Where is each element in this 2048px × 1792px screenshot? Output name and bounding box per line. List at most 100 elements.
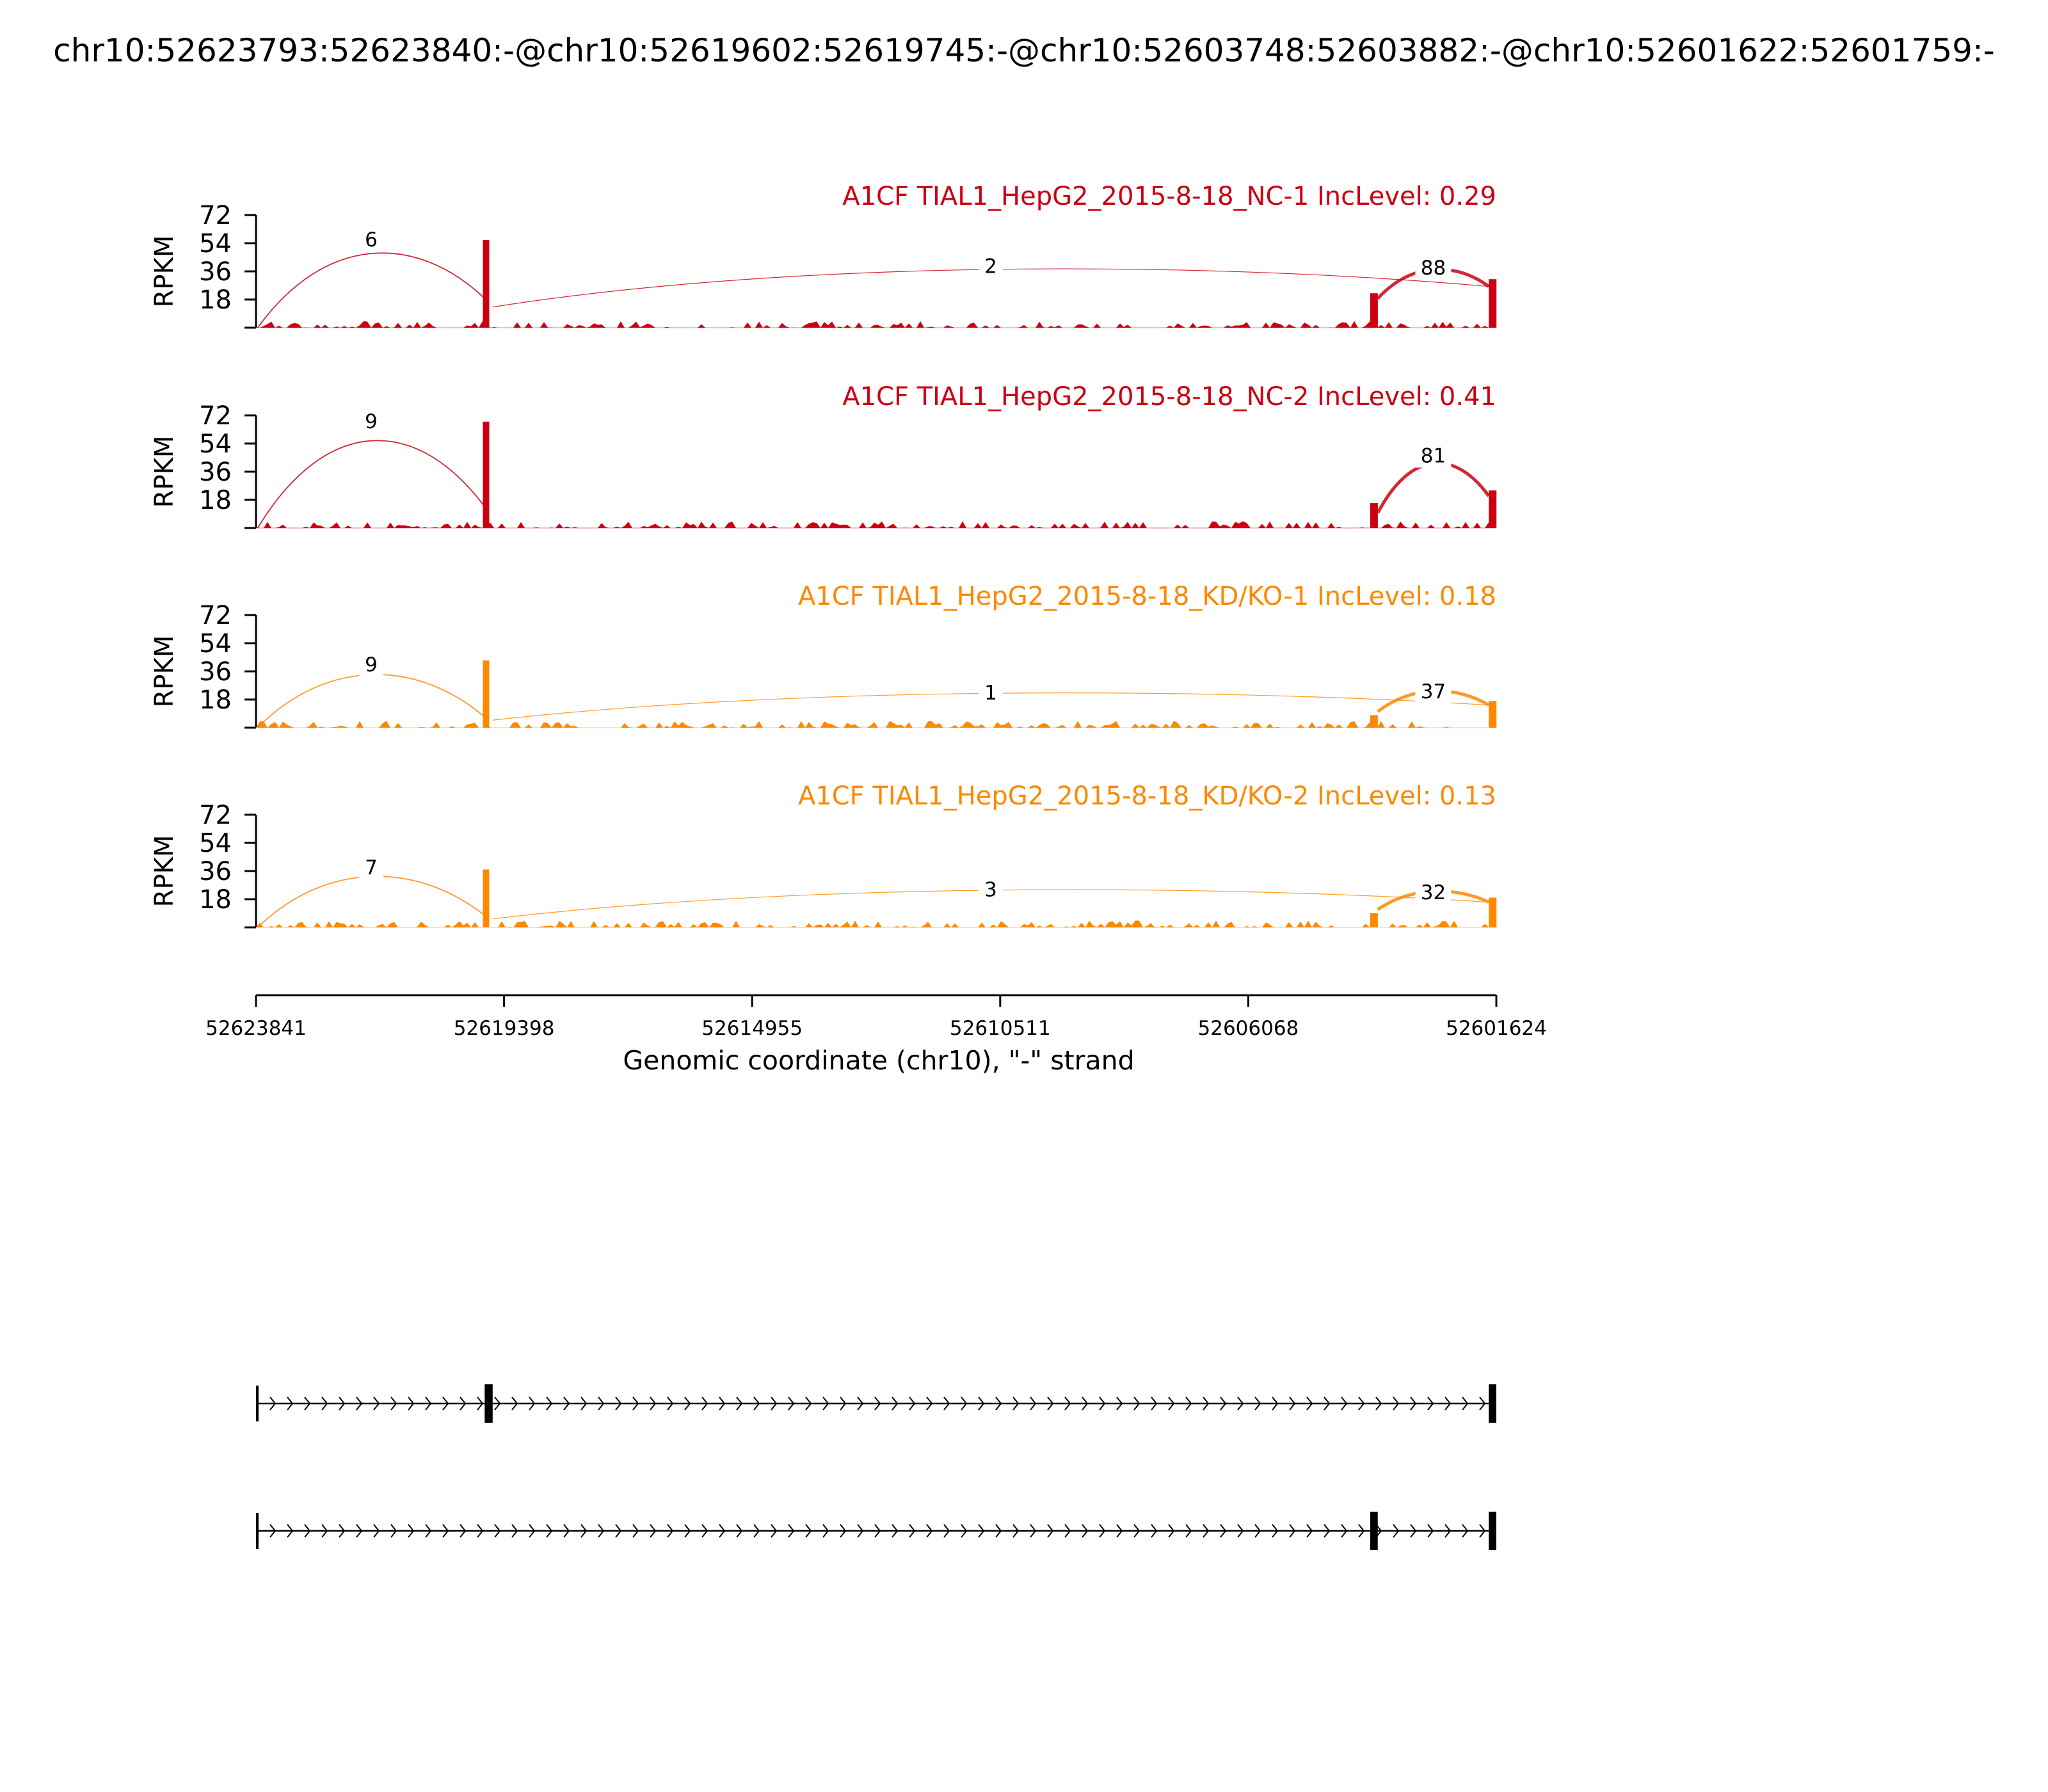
y-tick-label: 54: [199, 229, 232, 259]
junction-count-label: 88: [1421, 257, 1446, 280]
strand-arrow: [442, 1396, 449, 1411]
strand-arrow: [736, 1396, 743, 1411]
strand-arrow: [650, 1524, 657, 1538]
strand-arrow: [356, 1524, 363, 1538]
strand-arrow: [822, 1396, 829, 1411]
strand-arrow: [857, 1396, 864, 1411]
coverage-noise: [256, 721, 1496, 728]
strand-arrow: [1427, 1524, 1434, 1538]
junction-label-bg: [978, 256, 1003, 278]
track-title: A1CF TIAL1_HepG2_2015-8-18_KD/KO-2 IncLe…: [798, 781, 1496, 811]
strand-arrow: [805, 1524, 812, 1538]
strand-arrow: [1272, 1396, 1279, 1411]
strand-arrow: [995, 1524, 1002, 1538]
exon-block: [1370, 1512, 1378, 1550]
strand-arrow: [546, 1396, 553, 1411]
strand-arrow: [667, 1396, 674, 1411]
strand-arrow: [771, 1396, 778, 1411]
strand-arrow: [1116, 1396, 1123, 1411]
coverage-peak: [1489, 897, 1497, 927]
strand-arrow: [373, 1396, 380, 1411]
coverage-noise: [256, 521, 1496, 528]
x-tick-label: 52610511: [950, 1017, 1051, 1040]
track-title: A1CF TIAL1_HepG2_2015-8-18_NC-2 IncLevel…: [842, 382, 1496, 412]
junction-arc: [257, 252, 485, 328]
strand-arrow: [1064, 1524, 1071, 1538]
strand-arrow: [529, 1524, 536, 1538]
coverage-noise: [256, 321, 1496, 328]
strand-arrow: [840, 1524, 847, 1538]
x-axis-label: Genomic coordinate (chr10), "-" strand: [623, 1045, 1134, 1076]
strand-arrow: [1012, 1524, 1020, 1538]
strand-arrow: [701, 1524, 708, 1538]
strand-arrow: [615, 1396, 622, 1411]
strand-arrow: [1012, 1396, 1020, 1411]
strand-arrow: [1064, 1396, 1071, 1411]
junction-count-label: 37: [1421, 680, 1446, 703]
strand-arrow: [477, 1524, 484, 1538]
strand-arrow: [684, 1524, 691, 1538]
junction-label-bg: [1415, 258, 1452, 280]
strand-arrow: [563, 1524, 570, 1538]
strand-arrow: [1254, 1396, 1261, 1411]
strand-arrow: [321, 1396, 328, 1411]
strand-arrow: [269, 1524, 276, 1538]
strand-arrow: [477, 1396, 484, 1411]
strand-arrow: [1427, 1396, 1434, 1411]
junction-arc: [257, 876, 485, 928]
exon-block: [1489, 1384, 1496, 1423]
strand-arrow: [719, 1396, 726, 1411]
strand-arrow: [1358, 1396, 1365, 1411]
strand-arrow: [339, 1396, 346, 1411]
y-axis-label: RPKM: [150, 636, 179, 708]
strand-arrow: [304, 1396, 311, 1411]
y-axis-label: RPKM: [150, 436, 179, 508]
strand-arrow: [1220, 1396, 1227, 1411]
junction-count-label: 1: [984, 682, 997, 705]
strand-arrow: [961, 1524, 968, 1538]
strand-arrow: [1220, 1524, 1227, 1538]
strand-arrow: [1185, 1524, 1192, 1538]
strand-arrow: [874, 1524, 881, 1538]
junction-label-bg: [1415, 883, 1452, 905]
strand-arrow: [995, 1396, 1002, 1411]
strand-arrow: [598, 1524, 605, 1538]
strand-arrow: [1341, 1524, 1348, 1538]
strand-arrow: [1324, 1396, 1331, 1411]
coverage-peak: [483, 240, 490, 328]
coverage-peak: [483, 660, 490, 728]
strand-arrow: [736, 1524, 743, 1538]
strand-arrow: [943, 1396, 950, 1411]
strand-arrow: [1289, 1396, 1296, 1411]
strand-arrow: [926, 1524, 933, 1538]
strand-arrow: [1410, 1396, 1417, 1411]
junction-arc: [257, 674, 485, 728]
strand-arrow: [494, 1396, 501, 1411]
strand-arrow: [1030, 1396, 1037, 1411]
isoform-1: [256, 1384, 1496, 1423]
strand-arrow: [632, 1396, 639, 1411]
strand-arrow: [408, 1524, 415, 1538]
strand-arrow: [684, 1396, 691, 1411]
exon-block: [484, 1384, 493, 1423]
strand-arrow: [1375, 1396, 1382, 1411]
y-tick-label: 54: [199, 429, 232, 459]
strand-arrow: [892, 1396, 899, 1411]
y-tick-label: 54: [199, 829, 232, 858]
strand-arrow: [615, 1524, 622, 1538]
strand-arrow: [978, 1524, 985, 1538]
y-tick-label: 36: [199, 257, 232, 287]
strand-arrow: [1479, 1524, 1486, 1538]
strand-arrow: [1133, 1524, 1140, 1538]
junction-count-label: 6: [365, 228, 378, 252]
strand-arrow: [356, 1396, 363, 1411]
strand-arrow: [943, 1524, 950, 1538]
coverage-peak: [1489, 279, 1497, 328]
y-axis-label: RPKM: [150, 236, 179, 308]
strand-arrow: [1082, 1396, 1089, 1411]
strand-arrow: [321, 1524, 328, 1538]
strand-arrow: [1479, 1396, 1486, 1411]
strand-arrow: [390, 1396, 397, 1411]
